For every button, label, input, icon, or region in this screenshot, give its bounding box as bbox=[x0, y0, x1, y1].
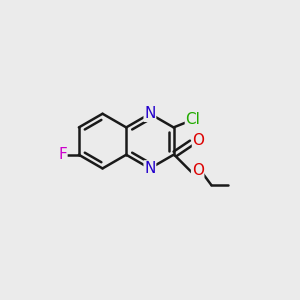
Text: F: F bbox=[58, 147, 67, 162]
Text: O: O bbox=[193, 133, 205, 148]
Text: N: N bbox=[144, 161, 156, 176]
Text: N: N bbox=[144, 106, 156, 121]
Text: O: O bbox=[192, 163, 204, 178]
Text: Cl: Cl bbox=[185, 112, 200, 128]
